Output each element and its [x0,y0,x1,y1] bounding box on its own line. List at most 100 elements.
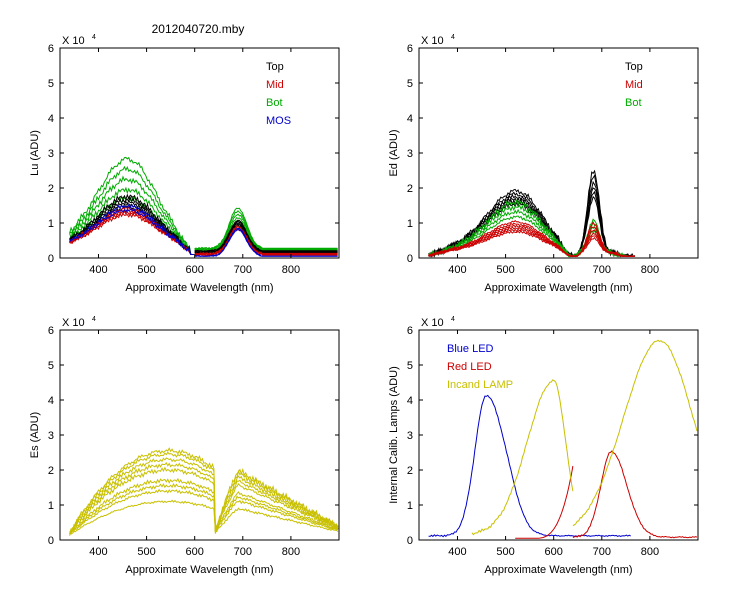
y-tick-label: 0 [407,253,413,265]
y-tick-label: 4 [48,395,54,407]
series-line-bot [69,156,194,255]
series-line-es [69,482,339,534]
exponent-power: 4 [451,34,455,41]
y-tick-label: 6 [407,43,413,55]
x-tick-label: 800 [641,264,659,276]
y-tick-label: 3 [407,430,413,442]
figure-title: 2012040720.mby [152,22,245,36]
y-tick-label: 5 [48,360,54,372]
series-line-mos [69,208,194,255]
series-group [428,339,698,539]
exponent-label: X 10 [421,35,444,47]
series-line-top [69,196,194,255]
series-line-bot [194,213,338,251]
series-line-es [69,451,339,534]
y-tick-label: 0 [48,253,54,265]
x-tick-label: 800 [641,546,659,558]
series-group [428,169,636,258]
series-line-mid [194,228,338,257]
y-tick-label: 2 [48,465,54,477]
x-tick-label: 600 [186,264,204,276]
series-line-mid [428,224,635,258]
series-line-mid [69,212,194,255]
x-tick-label: 700 [593,546,611,558]
x-tick-label: 600 [545,546,563,558]
y-axis-label: Ed (ADU) [388,129,400,176]
x-tick-label: 700 [234,546,252,558]
series-line-bot [69,186,194,255]
x-tick-label: 400 [448,264,466,276]
y-tick-label: 2 [48,183,54,195]
x-tick-label: 600 [186,546,204,558]
x-tick-label: 800 [282,546,300,558]
chart-ed: 400 500 600 700 800 0 1 2 3 4 5 6 X 10 4 Approximate W… [388,34,699,294]
y-tick-label: 5 [407,360,413,372]
legend-entry: Top [266,61,284,73]
y-tick-label: 2 [407,183,413,195]
x-tick-label: 500 [137,546,155,558]
y-tick-label: 1 [48,500,54,512]
y-tick-label: 5 [407,78,413,90]
exponent-power: 4 [92,34,96,41]
y-axis-label: Lu (ADU) [29,130,41,176]
x-tick-label: 600 [545,264,563,276]
y-tick-label: 1 [48,218,54,230]
y-tick-label: 4 [48,113,54,125]
legend-entry: Bot [625,97,642,109]
exponent-power: 4 [451,316,455,323]
legend-entry: Incand LAMP [447,379,513,391]
x-axis-label: Approximate Wavelength (nm) [484,282,632,294]
series-line-bot [69,165,194,255]
series-line-blue-led [428,394,631,538]
x-axis-label: Approximate Wavelength (nm) [484,564,632,576]
x-tick-label: 400 [89,546,107,558]
x-axis-label: Approximate Wavelength (nm) [125,282,273,294]
y-tick-label: 1 [407,218,413,230]
x-tick-label: 400 [448,546,466,558]
y-tick-label: 1 [407,500,413,512]
chart-lu: 400 500 600 700 800 0 1 2 3 4 5 6 X 10 4 Approximate W… [29,34,340,294]
exponent-label: X 10 [421,317,444,329]
chart-lamps: 400 500 600 700 800 0 1 2 3 4 5 6 X 10 4 Approximate W… [388,316,699,576]
series-line-es [69,447,339,535]
series-line-es [69,499,339,536]
series-line-mos [194,228,338,257]
series-line-mos [69,203,194,255]
series-line-es [69,466,339,536]
y-tick-label: 4 [407,113,413,125]
y-tick-label: 2 [407,465,413,477]
x-tick-label: 800 [282,264,300,276]
exponent-power: 4 [92,316,96,323]
y-tick-label: 3 [48,148,54,160]
series-line-red-led [515,465,574,539]
y-tick-label: 6 [48,325,54,337]
legend-entry: MOS [266,115,291,127]
chart-es: 400 500 600 700 800 0 1 2 3 4 5 6 X 10 4 Approximate W… [29,316,340,576]
exponent-label: X 10 [62,35,85,47]
series-line-mid [428,230,635,257]
legend-entry: Bot [266,97,283,109]
series-line-es [69,462,339,535]
series-line-red-led [572,450,698,539]
y-tick-label: 3 [48,430,54,442]
y-tick-label: 6 [407,325,413,337]
series-line-es [69,488,339,535]
exponent-label: X 10 [62,317,85,329]
series-line-bot [194,210,338,251]
series-group [69,447,339,536]
series-line-incand-lamp [572,339,698,526]
y-tick-label: 5 [48,78,54,90]
series-line-incand-lamp [471,379,574,536]
plot-frame [418,47,699,259]
series-line-bot [69,175,194,255]
legend-entry: Mid [625,79,643,91]
x-tick-label: 500 [496,264,514,276]
x-tick-label: 700 [593,264,611,276]
legend-entry: Red LED [447,361,492,373]
legend-entry: Top [625,61,643,73]
x-tick-label: 500 [496,546,514,558]
y-tick-label: 3 [407,148,413,160]
series-line-bot [194,207,338,250]
